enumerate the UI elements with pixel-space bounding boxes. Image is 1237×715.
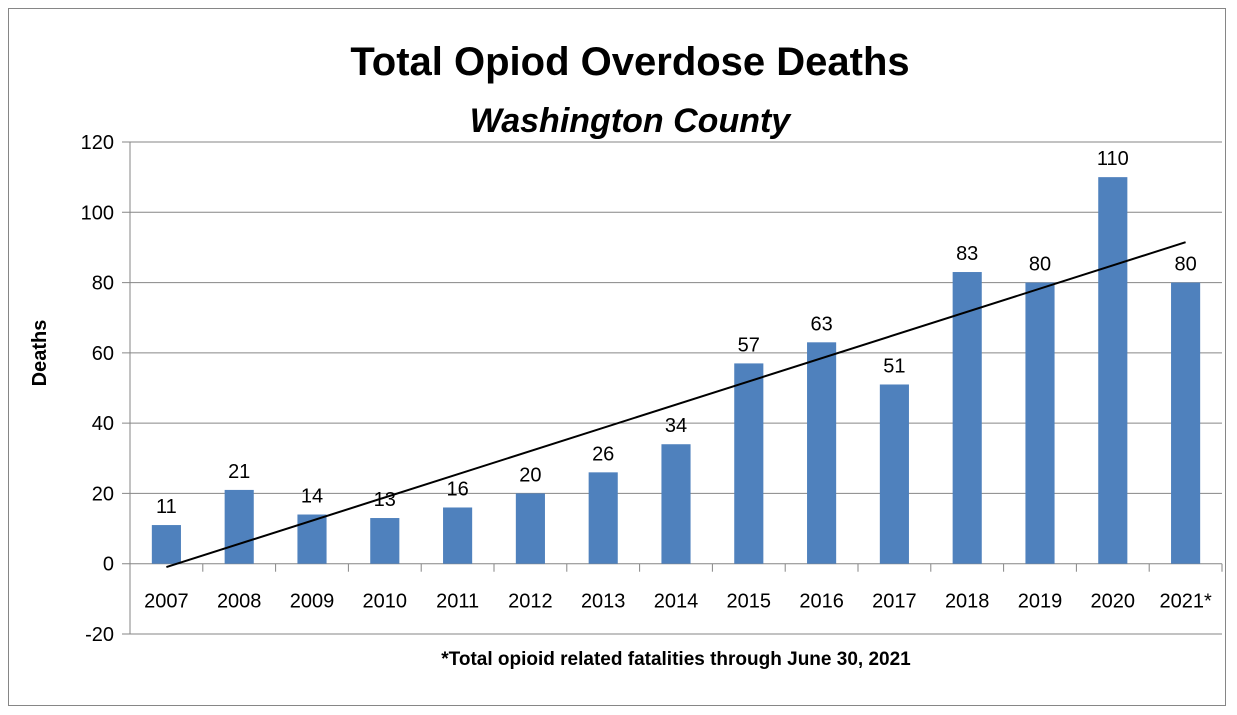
data-label: 51 (883, 355, 905, 377)
chart-subtitle: Washington County (470, 102, 793, 140)
data-label: 11 (156, 496, 177, 518)
y-tick-label: 60 (92, 343, 114, 365)
x-tick-label: 2013 (581, 591, 626, 613)
bar-2018 (952, 272, 982, 564)
x-tick-labels: 2007 2008 2009 2010 2011 2012 2013 2014 2015 2016… (144, 591, 1212, 613)
bar-2016 (807, 342, 837, 564)
bar-2007 (151, 525, 181, 564)
x-tick-label: 2007 (144, 591, 189, 613)
x-tick-label: 2016 (799, 591, 844, 613)
x-tick-label: 2014 (654, 591, 699, 613)
bar-2009 (297, 514, 327, 564)
y-tick-labels: -20 0 20 40 60 80 100 120 (81, 132, 114, 646)
x-tick-label: 2008 (217, 591, 262, 613)
x-tick-label: 2019 (1018, 591, 1063, 613)
y-tick-label: 100 (81, 202, 114, 224)
x-tick-label: 2015 (727, 591, 772, 613)
data-label: 21 (228, 461, 250, 483)
x-tick-label: 2012 (508, 591, 553, 613)
bar-2019 (1025, 282, 1055, 564)
chart-frame (8, 8, 1226, 706)
y-tick-label: 40 (92, 413, 114, 435)
y-tick-label: -20 (85, 624, 114, 646)
y-tick-label: 120 (81, 132, 114, 154)
x-tick-label: 2010 (363, 591, 408, 613)
data-label: 57 (738, 334, 760, 356)
bar-2008 (224, 489, 254, 564)
bar-2013 (588, 472, 618, 564)
data-label: 26 (592, 443, 614, 465)
chart-title: Total Opiod Overdose Deaths (350, 40, 909, 84)
bar-2012 (515, 493, 545, 564)
data-label: 20 (519, 464, 541, 486)
x-tick-label: 2011 (436, 591, 479, 613)
y-tick-label: 0 (103, 554, 114, 576)
data-label: 110 (1097, 148, 1129, 170)
bar-2020 (1098, 177, 1128, 564)
x-tick-label: 2021* (1159, 591, 1211, 613)
bar-2021 (1171, 282, 1201, 564)
data-label: 80 (1029, 254, 1051, 276)
bar-2017 (879, 384, 909, 564)
data-label: 34 (665, 415, 687, 437)
y-tick-label: 20 (92, 483, 114, 505)
x-tick-label: 2017 (872, 591, 917, 613)
x-tick-label: 2018 (945, 591, 990, 613)
data-labels: 11 21 14 13 16 20 26 34 57 63 51 83 80 110 80 (156, 148, 1197, 518)
data-label: 80 (1174, 254, 1196, 276)
bars (151, 177, 1201, 564)
y-axis-title: Deaths (29, 320, 51, 387)
y-tick-label: 80 (92, 273, 114, 295)
bar-2010 (370, 518, 400, 564)
trend-line (166, 241, 1186, 569)
bar-2011 (443, 507, 473, 564)
data-label: 16 (446, 478, 468, 500)
x-axis-footnote: *Total opioid related fatalities through… (441, 649, 911, 670)
x-tick-label: 2020 (1091, 591, 1136, 613)
data-label: 83 (956, 243, 978, 265)
bar-2015 (734, 363, 764, 564)
data-label: 63 (810, 313, 832, 335)
x-tick-label: 2009 (290, 591, 335, 613)
bar-2014 (661, 444, 691, 564)
data-label: 14 (301, 486, 323, 508)
data-label: 13 (374, 489, 396, 511)
